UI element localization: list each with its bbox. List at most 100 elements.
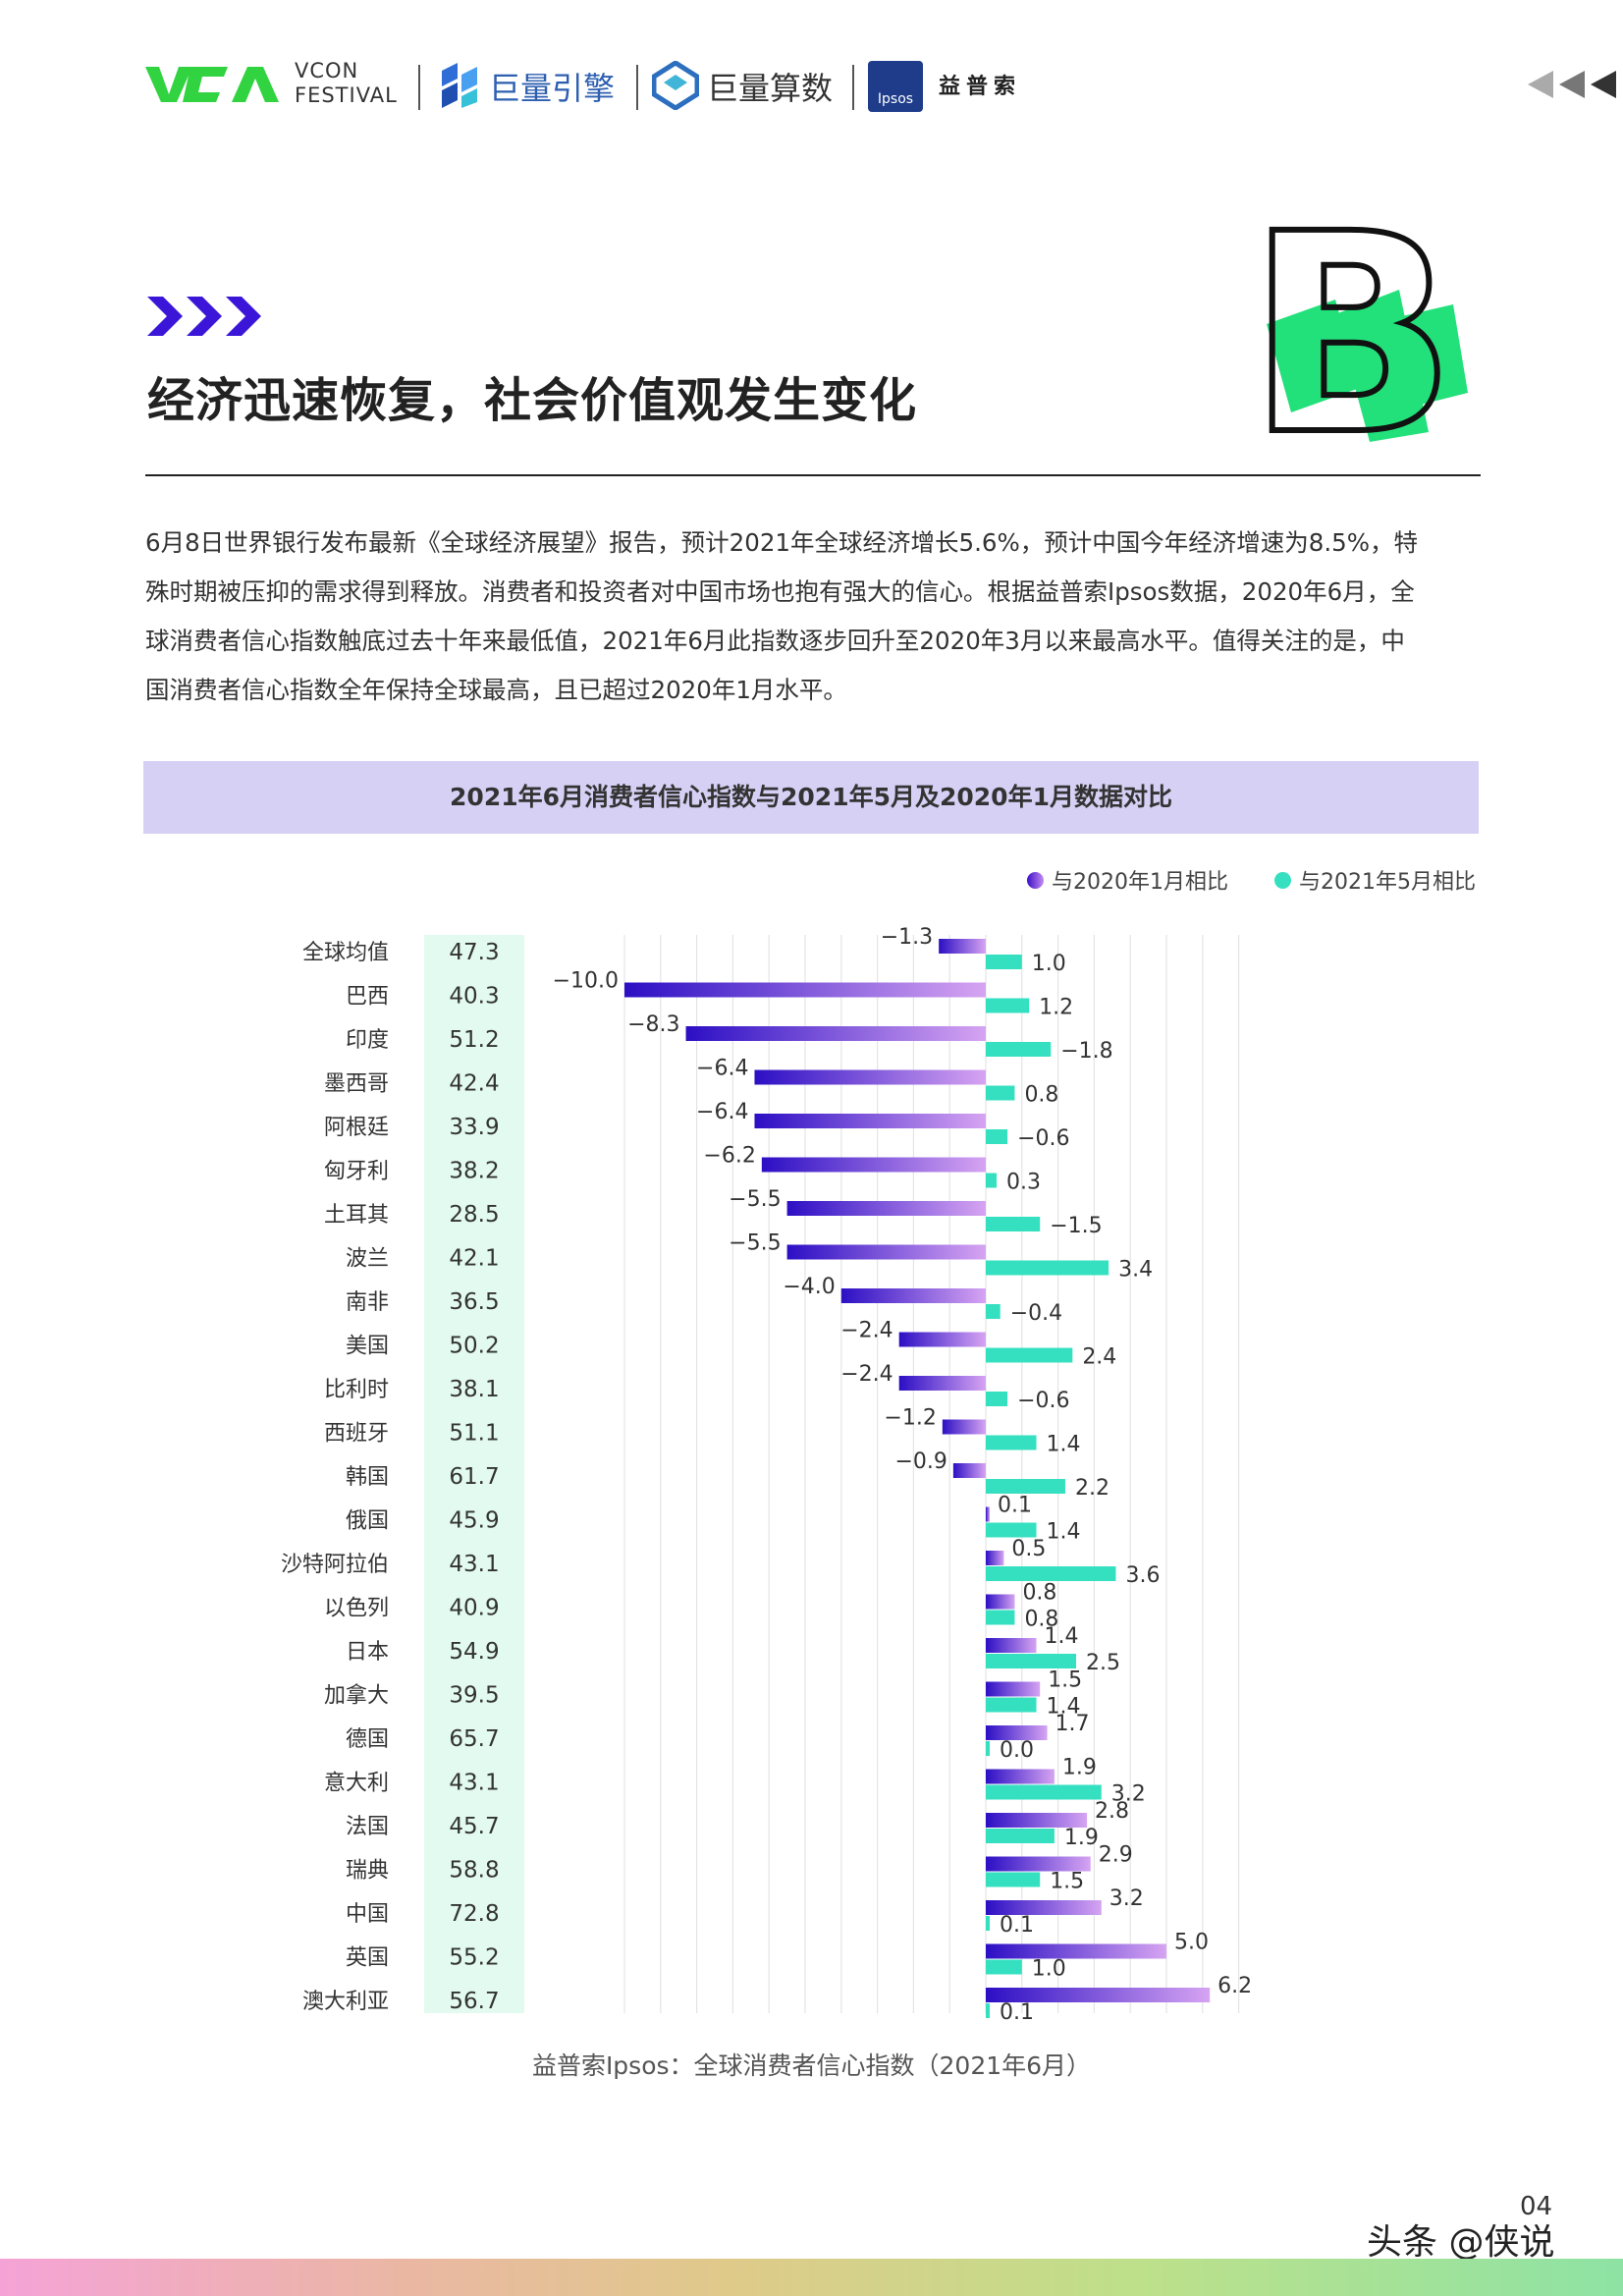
category-label: 波兰: [346, 1247, 389, 1272]
index-value: 42.4: [449, 1071, 499, 1097]
bar-may2021: [986, 1392, 1008, 1406]
chart-row: 匈牙利 38.2 −6.2 0.3: [324, 1144, 1041, 1195]
index-value: 55.2: [449, 1945, 499, 1971]
index-value: 38.1: [449, 1377, 499, 1402]
index-value: 47.3: [449, 940, 499, 965]
index-value: 51.2: [449, 1027, 499, 1053]
intro-line: 球消费者信心指数触底过去十年来最低值，2021年6月此指数逐步回升至2020年3…: [145, 627, 1405, 655]
data-label-may2021: 2.4: [1082, 1345, 1116, 1370]
back-arrows-icon[interactable]: [1524, 67, 1623, 102]
category-label: 匈牙利: [324, 1160, 389, 1184]
bar-may2021: [986, 1304, 1001, 1319]
category-label: 印度: [346, 1028, 389, 1053]
data-label-jan2020: −4.0: [783, 1275, 835, 1299]
data-label-jan2020: −1.3: [881, 925, 933, 950]
bar-may2021: [986, 1347, 1073, 1363]
index-value: 39.5: [449, 1683, 499, 1709]
data-label-may2021: 2.5: [1086, 1651, 1120, 1675]
data-label-jan2020: −5.5: [729, 1187, 781, 1212]
index-value: 40.3: [449, 984, 499, 1010]
category-label: 澳大利亚: [302, 1990, 389, 2014]
chart-row: 德国 65.7 1.7 0.0: [346, 1712, 1090, 1763]
data-label-jan2020: 0.1: [998, 1494, 1032, 1518]
chart-row: 意大利 43.1 1.9 3.2: [324, 1756, 1146, 1807]
category-label: 土耳其: [324, 1203, 389, 1228]
data-label-may2021: 3.4: [1118, 1258, 1153, 1283]
bar-jan2020: [754, 1114, 986, 1128]
ipsos-name: 益普索: [939, 75, 1022, 99]
category-label: 瑞典: [346, 1859, 389, 1884]
data-label-jan2020: −2.4: [840, 1362, 893, 1387]
data-label-may2021: 1.4: [1047, 1520, 1081, 1545]
index-value: 33.9: [449, 1115, 499, 1140]
category-label: 意大利: [324, 1772, 389, 1796]
index-value: 72.8: [449, 1901, 499, 1927]
bar-may2021: [986, 1085, 1015, 1101]
chart-row: 瑞典 58.8 2.9 1.5: [346, 1843, 1133, 1894]
chart-row: 印度 51.2 −8.3 −1.8: [346, 1012, 1113, 1064]
chart-row: 沙特阿拉伯 43.1 0.5 3.6: [281, 1537, 1160, 1588]
index-value: 54.9: [449, 1639, 499, 1665]
intro-paragraph: 6月8日世界银行发布最新《全球经济展望》报告，预计2021年全球经济增长5.6%…: [145, 519, 1483, 715]
data-label-jan2020: 1.7: [1055, 1712, 1090, 1736]
data-label-jan2020: 0.8: [1022, 1581, 1056, 1606]
data-label-may2021: 2.2: [1075, 1476, 1109, 1501]
bar-jan2020: [986, 1506, 990, 1522]
data-label-jan2020: −6.4: [696, 1100, 748, 1124]
data-label-jan2020: −10.0: [553, 969, 619, 994]
bar-jan2020: [898, 1376, 986, 1391]
bar-jan2020: [986, 1551, 1004, 1565]
data-label-may2021: 0.8: [1024, 1608, 1058, 1632]
legend-label-may2021: 与2021年5月相比: [1299, 870, 1476, 895]
bar-may2021: [986, 1435, 1037, 1450]
title-divider: [145, 474, 1481, 476]
chart-row: 美国 50.2 −2.4 2.4: [346, 1319, 1116, 1370]
data-label-may2021: 1.0: [1032, 952, 1066, 976]
bar-may2021: [986, 1959, 1022, 1975]
bar-jan2020: [986, 1594, 1015, 1610]
chart-row: 巴西 40.3 −10.0 1.2: [346, 969, 1073, 1020]
chart-row: 澳大利亚 56.7 6.2 0.1: [302, 1974, 1252, 2025]
bar-jan2020: [986, 1856, 1091, 1872]
section-chevrons-icon: [147, 297, 261, 336]
data-label-jan2020: 5.0: [1174, 1931, 1209, 1955]
data-label-jan2020: −2.4: [840, 1319, 893, 1343]
chart-row: 比利时 38.1 −2.4 −0.6: [324, 1362, 1070, 1413]
bar-jan2020: [986, 1725, 1048, 1740]
data-label-jan2020: −8.3: [627, 1012, 679, 1037]
legend-swatch-jan2020: [1027, 871, 1044, 889]
data-label-may2021: 1.2: [1039, 996, 1073, 1020]
chart-row: 土耳其 28.5 −5.5 −1.5: [324, 1187, 1103, 1238]
data-label-jan2020: 3.2: [1109, 1886, 1144, 1911]
chart-row: 阿根廷 33.9 −6.4 −0.6: [324, 1100, 1070, 1151]
chart-source: 益普索Ipsos：全球消费者信心指数（2021年6月）: [531, 2051, 1092, 2080]
category-label: 阿根廷: [324, 1116, 389, 1140]
index-value: 51.1: [449, 1421, 499, 1447]
category-label: 中国: [346, 1902, 389, 1927]
bar-may2021: [986, 998, 1030, 1013]
chart-row: 波兰 42.1 −5.5 3.4: [346, 1231, 1153, 1283]
bar-may2021: [986, 1916, 990, 1931]
index-column: [424, 935, 524, 2013]
header-divider: [636, 65, 638, 110]
data-label-may2021: 3.2: [1111, 1782, 1146, 1807]
category-label: 法国: [346, 1815, 389, 1839]
bar-jan2020: [986, 1638, 1037, 1653]
bar-jan2020: [952, 1463, 986, 1478]
chart-row: 日本 54.9 1.4 2.5: [346, 1624, 1120, 1675]
data-label-jan2020: −5.5: [729, 1231, 781, 1256]
bar-jan2020: [942, 1419, 986, 1435]
data-label-may2021: −0.4: [1010, 1301, 1062, 1326]
festival-wordmark: VCON FESTIVAL: [295, 59, 398, 108]
ipsos-logo-text: Ipsos: [877, 91, 914, 107]
category-label: 比利时: [324, 1378, 389, 1402]
bar-may2021: [986, 1610, 1015, 1625]
bar-jan2020: [986, 1813, 1088, 1828]
brand-juliang-engine: 巨量引擎: [489, 70, 616, 107]
vcon-logo-icon: [145, 67, 279, 102]
data-label-jan2020: 1.5: [1048, 1668, 1082, 1693]
data-label-may2021: 1.9: [1064, 1826, 1099, 1850]
chart-row: 墨西哥 42.4 −6.4 0.8: [324, 1057, 1058, 1108]
bar-jan2020: [986, 1769, 1055, 1784]
index-value: 45.9: [449, 1508, 499, 1534]
